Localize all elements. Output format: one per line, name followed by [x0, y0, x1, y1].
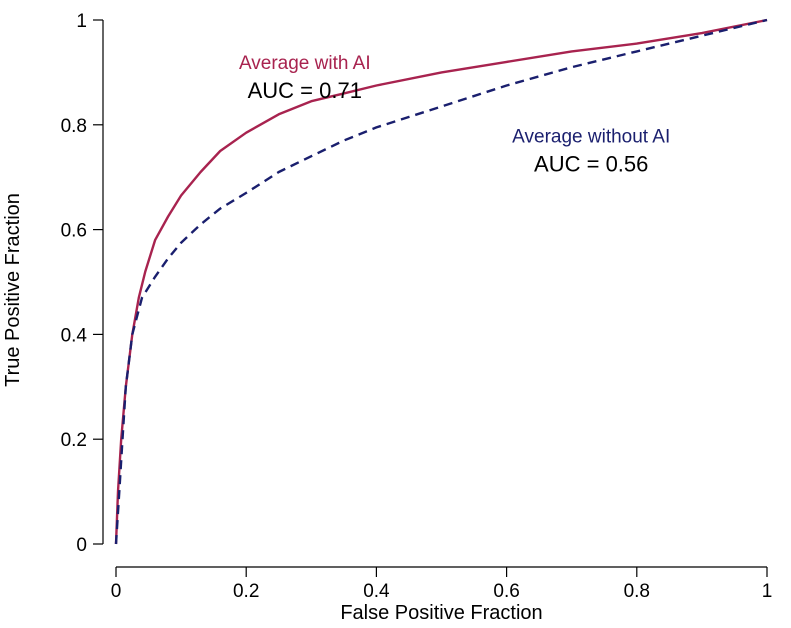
- x-axis-title: False Positive Fraction: [340, 602, 542, 623]
- y-tick-label: 0.4: [61, 325, 88, 346]
- x-ticks: 0 0.2 0.4 0.6 0.8 1: [111, 567, 773, 602]
- x-tick-label: 0.4: [363, 581, 390, 602]
- x-tick-label: 1: [762, 581, 773, 602]
- y-tick-label: 0: [76, 535, 87, 556]
- x-tick-label: 0.8: [624, 581, 650, 602]
- series-layer: [114, 18, 768, 545]
- series-line-with-ai: [114, 18, 768, 545]
- auc-label-with-ai: AUC = 0.71: [248, 78, 362, 103]
- y-axis-title: True Positive Fraction: [2, 193, 24, 387]
- y-tick-label: 0.6: [61, 221, 87, 242]
- x-tick-label: 0.6: [493, 581, 519, 602]
- series-label-with-ai: Average with AI: [239, 53, 371, 74]
- annotations: Average with AI AUC = 0.71 Average witho…: [239, 53, 670, 176]
- series-label-without-ai: Average without AI: [512, 126, 670, 147]
- x-tick-label: 0: [111, 581, 122, 602]
- x-tick-label: 0.2: [233, 581, 259, 602]
- series-line-without-ai: [114, 18, 768, 545]
- y-tick-label: 0.2: [61, 430, 87, 451]
- y-tick-label: 1: [76, 11, 87, 32]
- auc-label-without-ai: AUC = 0.56: [534, 151, 648, 176]
- axes: 0 0.2 0.4 0.6 0.8 1 0 0.2 0.4 0.6 0.8 1 False Posi…: [2, 11, 773, 624]
- y-ticks: 0 0.2 0.4 0.6 0.8 1: [61, 11, 103, 556]
- y-tick-label: 0.8: [61, 116, 87, 137]
